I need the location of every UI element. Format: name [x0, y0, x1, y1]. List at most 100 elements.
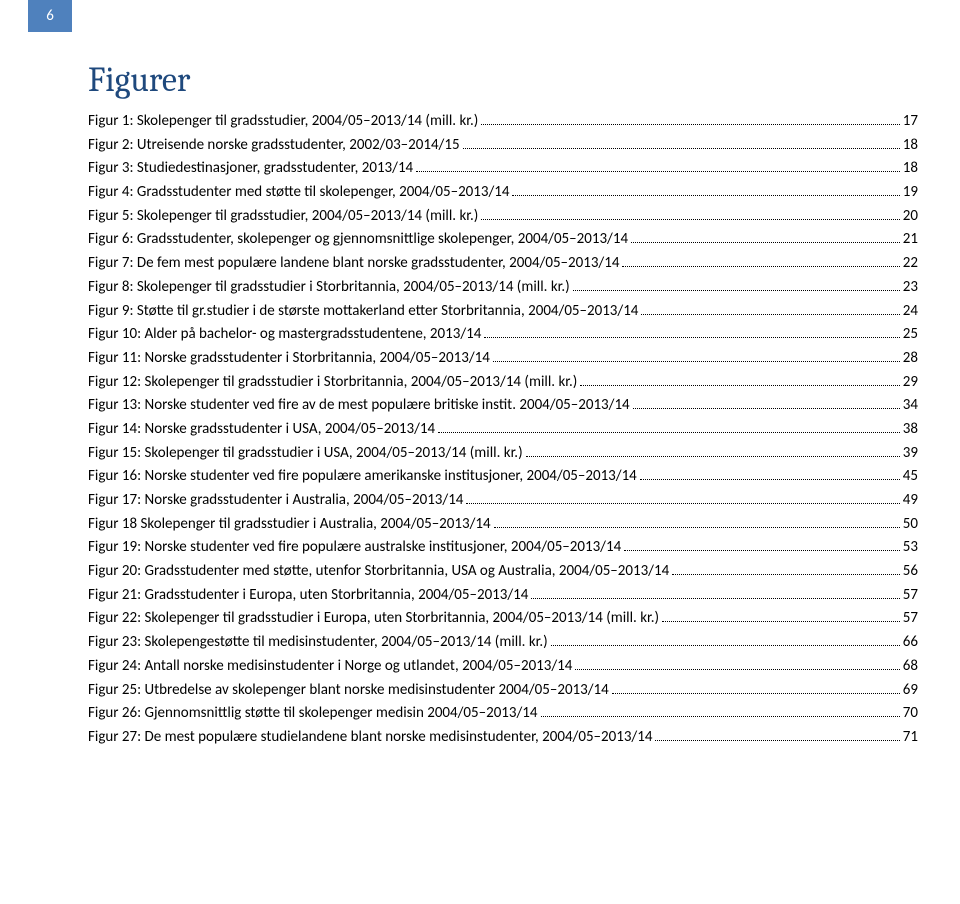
toc-entry-page: 22 [903, 252, 918, 276]
toc-entry-text: Figur 5: Skolepenger til gradsstudier, 2… [88, 205, 478, 229]
toc-leader-dots [551, 645, 900, 646]
toc-entry: Figur 6: Gradsstudenter, skolepenger og … [88, 228, 918, 252]
toc-leader-dots [622, 266, 899, 267]
toc-leader-dots [662, 621, 900, 622]
toc-leader-dots [493, 361, 900, 362]
toc-entry: Figur 16: Norske studenter ved fire popu… [88, 465, 918, 489]
toc-entry-page: 18 [903, 157, 918, 181]
toc-entry-page: 39 [903, 442, 918, 466]
toc-entry-text: Figur 3: Studiedestinasjoner, gradsstude… [88, 157, 413, 181]
toc-entry: Figur 7: De fem mest populære landene bl… [88, 252, 918, 276]
toc-entry-text: Figur 21: Gradsstudenter i Europa, uten … [88, 584, 528, 608]
toc-leader-dots [573, 290, 900, 291]
toc-leader-dots [531, 598, 899, 599]
toc-entry: Figur 17: Norske gradsstudenter i Austra… [88, 489, 918, 513]
toc-entry-page: 69 [903, 679, 918, 703]
toc-entry-page: 70 [903, 702, 918, 726]
toc-leader-dots [481, 219, 899, 220]
toc-entry: Figur 23: Skolepengestøtte til medisinst… [88, 631, 918, 655]
toc-entry-page: 50 [903, 513, 918, 537]
toc-entry-text: Figur 16: Norske studenter ved fire popu… [88, 465, 637, 489]
toc-leader-dots [438, 432, 900, 433]
toc-entry: Figur 27: De mest populære studielandene… [88, 726, 918, 750]
toc-entry-page: 56 [903, 560, 918, 584]
toc-entry: Figur 25: Utbredelse av skolepenger blan… [88, 679, 918, 703]
toc-entry-page: 24 [903, 300, 918, 324]
toc-leader-dots [672, 574, 900, 575]
toc-entry: Figur 8: Skolepenger til gradsstudier i … [88, 276, 918, 300]
toc-entry-text: Figur 12: Skolepenger til gradsstudier i… [88, 371, 577, 395]
toc-leader-dots [631, 242, 900, 243]
toc-leader-dots [640, 479, 900, 480]
toc-entry: Figur 11: Norske gradsstudenter i Storbr… [88, 347, 918, 371]
toc-leader-dots [641, 314, 899, 315]
toc-entry: Figur 15: Skolepenger til gradsstudier i… [88, 442, 918, 466]
toc-entry-text: Figur 11: Norske gradsstudenter i Storbr… [88, 347, 490, 371]
toc-entry-page: 68 [903, 655, 918, 679]
toc-entry-page: 57 [903, 607, 918, 631]
toc-entry: Figur 3: Studiedestinasjoner, gradsstude… [88, 157, 918, 181]
toc-entry-text: Figur 26: Gjennomsnittlig støtte til sko… [88, 702, 538, 726]
toc-entry-page: 71 [903, 726, 918, 750]
toc-leader-dots [466, 503, 899, 504]
toc-leader-dots [494, 527, 900, 528]
toc-entry-page: 38 [903, 418, 918, 442]
toc-entry: Figur 5: Skolepenger til gradsstudier, 2… [88, 205, 918, 229]
toc-entry: Figur 14: Norske gradsstudenter i USA, 2… [88, 418, 918, 442]
toc-entry-text: Figur 2: Utreisende norske gradsstudente… [88, 134, 460, 158]
toc-leader-dots [575, 669, 899, 670]
toc-entry: Figur 4: Gradsstudenter med støtte til s… [88, 181, 918, 205]
toc-leader-dots [416, 171, 900, 172]
toc-entry-text: Figur 10: Alder på bachelor- og mastergr… [88, 323, 481, 347]
toc-leader-dots [612, 693, 900, 694]
toc-entry: Figur 1: Skolepenger til gradsstudier, 2… [88, 110, 918, 134]
toc-entry: Figur 13: Norske studenter ved fire av d… [88, 394, 918, 418]
toc-entry-text: Figur 1: Skolepenger til gradsstudier, 2… [88, 110, 478, 134]
toc-entry-text: Figur 18 Skolepenger til gradsstudier i … [88, 513, 491, 537]
toc-entry: Figur 21: Gradsstudenter i Europa, uten … [88, 584, 918, 608]
toc-entry-page: 66 [903, 631, 918, 655]
toc-leader-dots [512, 195, 899, 196]
toc-entry: Figur 24: Antall norske medisinstudenter… [88, 655, 918, 679]
toc-entry-text: Figur 13: Norske studenter ved fire av d… [88, 394, 630, 418]
toc-entry-page: 19 [903, 181, 918, 205]
page-content: Figurer Figur 1: Skolepenger til gradsst… [88, 60, 918, 750]
page-number: 6 [46, 7, 54, 25]
toc-entry: Figur 18 Skolepenger til gradsstudier i … [88, 513, 918, 537]
toc-entry-text: Figur 17: Norske gradsstudenter i Austra… [88, 489, 463, 513]
document-page: 6 Figurer Figur 1: Skolepenger til grads… [0, 0, 960, 904]
toc-entry-page: 18 [903, 134, 918, 158]
toc-leader-dots [580, 385, 899, 386]
toc-entry-text: Figur 23: Skolepengestøtte til medisinst… [88, 631, 548, 655]
toc-entry-text: Figur 22: Skolepenger til gradsstudier i… [88, 607, 659, 631]
toc-entry-text: Figur 19: Norske studenter ved fire popu… [88, 536, 621, 560]
toc-entry: Figur 2: Utreisende norske gradsstudente… [88, 134, 918, 158]
toc-entry-page: 34 [903, 394, 918, 418]
toc-leader-dots [463, 148, 900, 149]
toc-entry-text: Figur 6: Gradsstudenter, skolepenger og … [88, 228, 628, 252]
toc-leader-dots [633, 408, 900, 409]
toc-entry-page: 29 [903, 371, 918, 395]
toc-entry: Figur 12: Skolepenger til gradsstudier i… [88, 371, 918, 395]
toc-entry: Figur 9: Støtte til gr.studier i de stør… [88, 300, 918, 324]
toc-entry-page: 53 [903, 536, 918, 560]
toc-entry-text: Figur 15: Skolepenger til gradsstudier i… [88, 442, 523, 466]
toc-entry: Figur 20: Gradsstudenter med støtte, ute… [88, 560, 918, 584]
toc-entry: Figur 19: Norske studenter ved fire popu… [88, 536, 918, 560]
toc-entry-text: Figur 14: Norske gradsstudenter i USA, 2… [88, 418, 435, 442]
toc-entry: Figur 10: Alder på bachelor- og mastergr… [88, 323, 918, 347]
toc-entry: Figur 22: Skolepenger til gradsstudier i… [88, 607, 918, 631]
toc-entry: Figur 26: Gjennomsnittlig støtte til sko… [88, 702, 918, 726]
toc-leader-dots [655, 740, 899, 741]
toc-entry-page: 28 [903, 347, 918, 371]
page-number-tab: 6 [28, 0, 72, 32]
toc-leader-dots [481, 124, 899, 125]
section-heading: Figurer [88, 60, 918, 100]
toc-entry-text: Figur 20: Gradsstudenter med støtte, ute… [88, 560, 669, 584]
toc-entry-text: Figur 7: De fem mest populære landene bl… [88, 252, 619, 276]
toc-entry-text: Figur 25: Utbredelse av skolepenger blan… [88, 679, 609, 703]
toc-entry-text: Figur 4: Gradsstudenter med støtte til s… [88, 181, 509, 205]
toc-entry-page: 25 [903, 323, 918, 347]
toc-leader-dots [624, 550, 900, 551]
toc-leader-dots [484, 337, 899, 338]
